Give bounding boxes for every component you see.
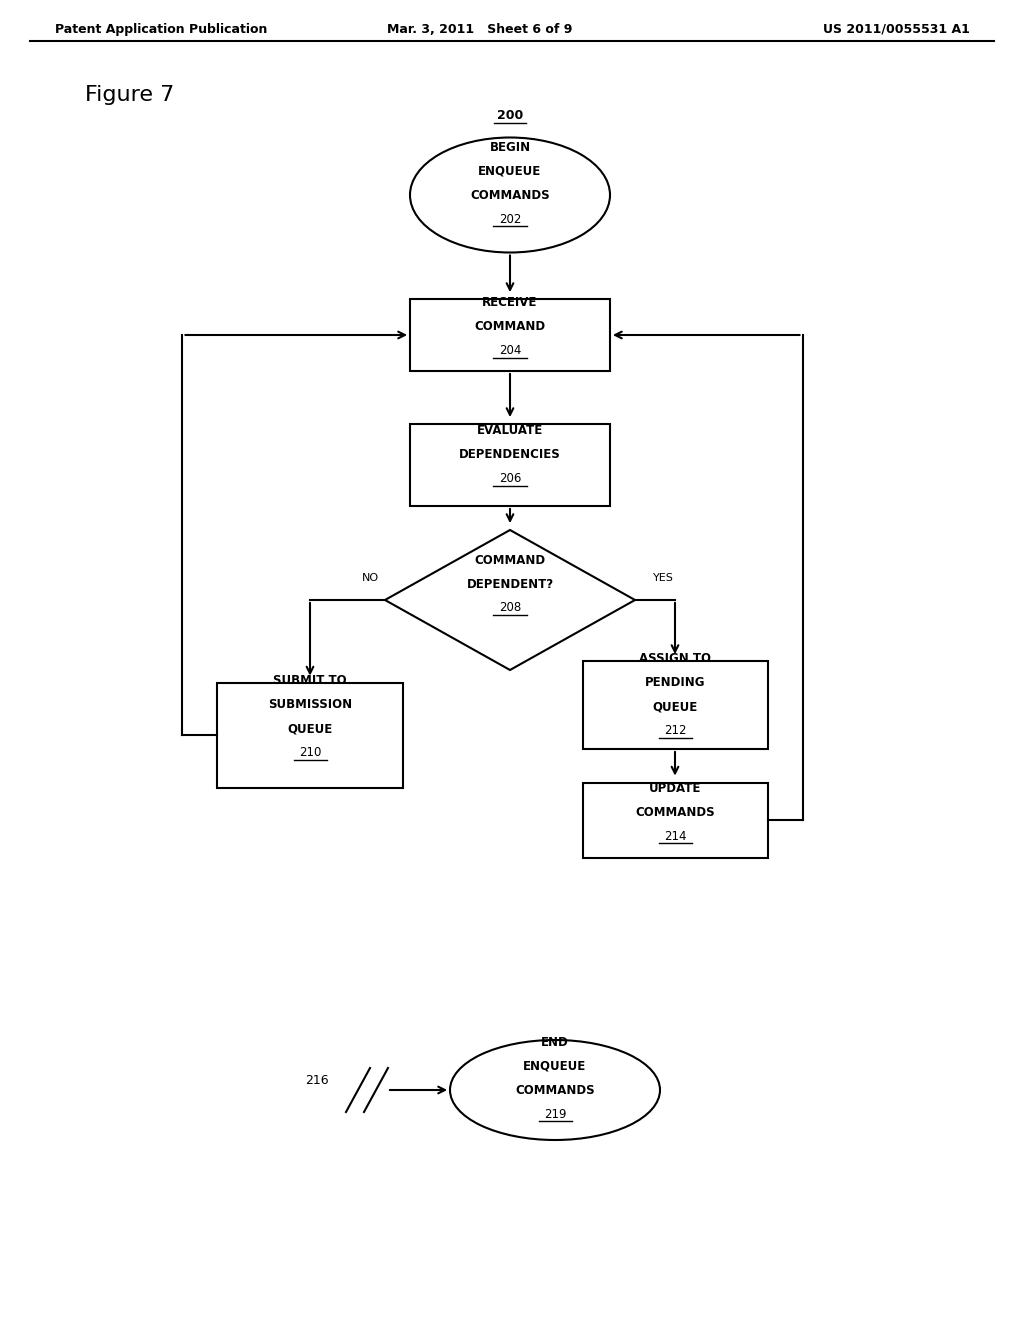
Text: DEPENDENCIES: DEPENDENCIES (459, 449, 561, 462)
Text: Figure 7: Figure 7 (85, 84, 174, 106)
Text: END: END (541, 1035, 569, 1048)
Text: 204: 204 (499, 345, 521, 358)
Text: 219: 219 (544, 1107, 566, 1121)
Text: QUEUE: QUEUE (288, 722, 333, 735)
Text: EVALUATE: EVALUATE (477, 425, 543, 437)
Bar (583, 661, 768, 748)
Text: 216: 216 (305, 1073, 329, 1086)
Text: SUBMIT TO: SUBMIT TO (273, 675, 347, 688)
Text: NO: NO (361, 573, 379, 583)
Text: COMMANDS: COMMANDS (515, 1084, 595, 1097)
Text: ENQUEUE: ENQUEUE (478, 165, 542, 177)
Text: 212: 212 (664, 725, 686, 738)
Polygon shape (385, 531, 635, 671)
Text: 208: 208 (499, 602, 521, 615)
Text: 206: 206 (499, 473, 521, 486)
Text: COMMANDS: COMMANDS (635, 805, 715, 818)
Ellipse shape (410, 137, 610, 252)
Text: 214: 214 (664, 829, 686, 842)
Text: UPDATE: UPDATE (649, 781, 701, 795)
Text: BEGIN: BEGIN (489, 140, 530, 153)
Bar (583, 783, 768, 858)
Bar (410, 424, 610, 506)
Text: RECEIVE: RECEIVE (482, 297, 538, 309)
Text: DEPENDENT?: DEPENDENT? (467, 578, 554, 590)
Text: Patent Application Publication: Patent Application Publication (55, 22, 267, 36)
Text: 200: 200 (497, 110, 523, 121)
Text: COMMAND: COMMAND (474, 321, 546, 334)
Ellipse shape (450, 1040, 660, 1140)
Text: PENDING: PENDING (645, 676, 706, 689)
Text: ASSIGN TO: ASSIGN TO (639, 652, 711, 665)
Text: COMMAND: COMMAND (474, 553, 546, 566)
Bar (217, 682, 402, 788)
Text: YES: YES (652, 573, 674, 583)
Text: COMMANDS: COMMANDS (470, 189, 550, 202)
Text: US 2011/0055531 A1: US 2011/0055531 A1 (823, 22, 970, 36)
Text: 202: 202 (499, 213, 521, 226)
Text: QUEUE: QUEUE (652, 701, 697, 714)
Bar (410, 300, 610, 371)
Text: ENQUEUE: ENQUEUE (523, 1060, 587, 1072)
Text: SUBMISSION: SUBMISSION (268, 698, 352, 711)
Text: Mar. 3, 2011   Sheet 6 of 9: Mar. 3, 2011 Sheet 6 of 9 (387, 22, 572, 36)
Text: 210: 210 (299, 747, 322, 759)
